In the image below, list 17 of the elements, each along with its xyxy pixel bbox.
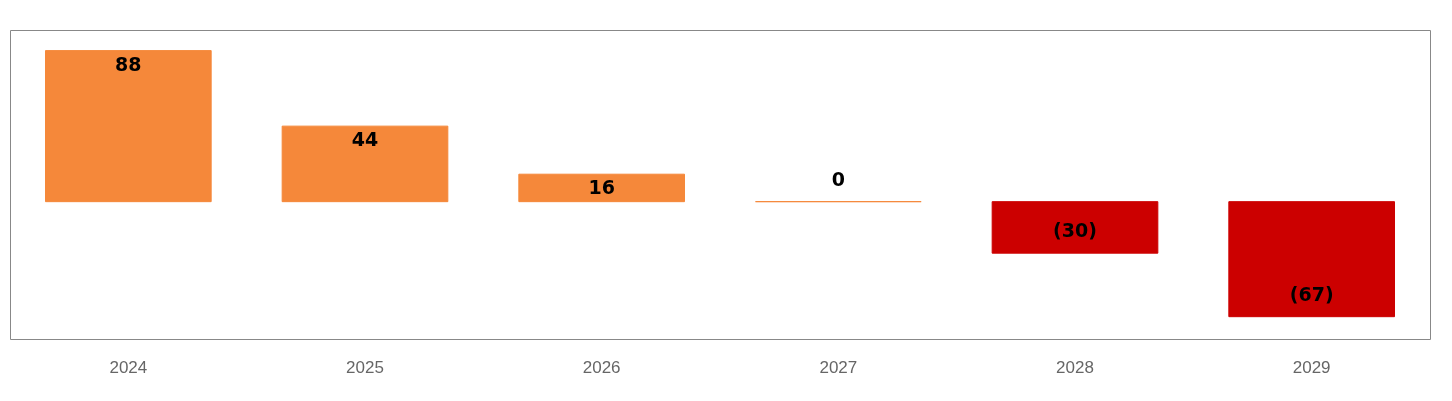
bar [1228, 201, 1395, 318]
data-label: 44 [351, 128, 379, 151]
data-label: 16 [588, 176, 615, 199]
x-tick-label: 2024 [109, 357, 148, 377]
bar [991, 201, 1159, 254]
bar [518, 173, 685, 203]
x-tick-label: 2026 [582, 357, 621, 377]
x-tick-label: 2028 [1056, 357, 1094, 377]
x-tick-label: 2025 [346, 357, 384, 377]
data-label: 0 [831, 167, 845, 190]
bar [281, 125, 449, 203]
data-label: (30) [1053, 219, 1097, 242]
data-label: 88 [115, 52, 142, 75]
bar [45, 50, 212, 203]
x-tick-label: 2027 [819, 357, 858, 377]
data-label: (67) [1289, 282, 1334, 305]
x-tick-label: 2029 [1292, 357, 1331, 377]
